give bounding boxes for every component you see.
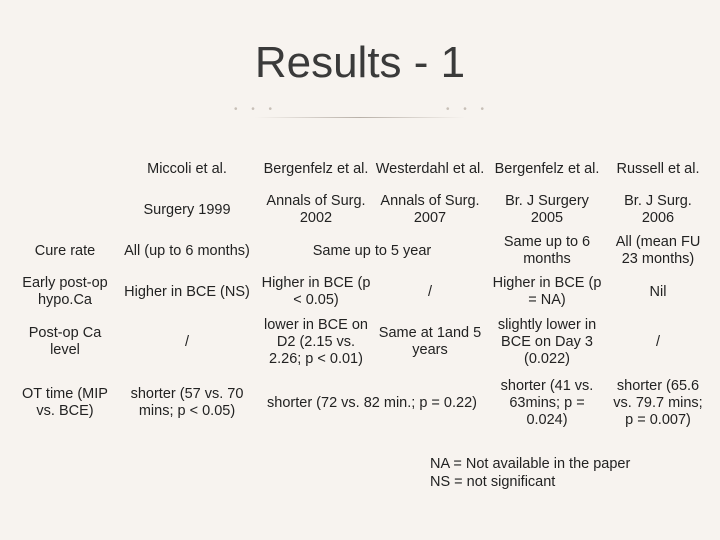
- table-row: Post-op Ca level / lower in BCE on D2 (2…: [14, 312, 708, 372]
- footnote-ns: NS = not significant: [430, 474, 556, 490]
- table-cell: Same up to 5 year: [312, 242, 432, 259]
- table-cell: slightly lower in BCE on Day 3 (0.022): [497, 316, 597, 367]
- table-cell: shorter (72 vs. 82 min.; p = 0.22): [267, 394, 477, 411]
- header-author: Bergenfelz et al.: [494, 160, 600, 177]
- footnote-na: NA = Not available in the paper: [430, 456, 631, 472]
- table-cell: Higher in BCE (p = NA): [492, 275, 602, 308]
- table-cell: shorter (65.6 vs. 79.7 mins; p = 0.007): [613, 377, 703, 428]
- table-row: Cure rate All (up to 6 months) Same up t…: [14, 230, 708, 272]
- header-source: Br. J Surg. 2006: [624, 193, 692, 226]
- header-source: Annals of Surg. 2007: [380, 193, 480, 226]
- header-source: Br. J Surgery 2005: [505, 193, 589, 226]
- header-source: Surgery 1999: [143, 201, 231, 218]
- header-empty: [14, 190, 116, 230]
- table-header-sources: Surgery 1999 Annals of Surg. 2002 Annals…: [14, 190, 708, 230]
- table-cell: Same up to 6 months: [503, 234, 591, 267]
- table-row: OT time (MIP vs. BCE) shorter (57 vs. 70…: [14, 372, 708, 434]
- table-cell: All (mean FU 23 months): [615, 234, 701, 267]
- title-divider: [255, 117, 465, 118]
- table-row: Early post-op hypo.Ca Higher in BCE (NS)…: [14, 272, 708, 312]
- table-cell: All (up to 6 months): [124, 242, 250, 259]
- table-cell: /: [655, 333, 661, 350]
- table-cell: Higher in BCE (p < 0.05): [261, 275, 371, 308]
- table-cell: shorter (41 vs. 63mins; p = 0.024): [500, 377, 594, 428]
- table-cell: Nil: [649, 283, 667, 300]
- slide-title: Results - 1: [254, 38, 466, 87]
- divider-ornament-left: • • •: [234, 104, 274, 115]
- table-header-authors: Miccoli et al. Bergenfelz et al. Westerd…: [14, 148, 708, 190]
- header-empty: [14, 148, 116, 190]
- header-author: Bergenfelz et al.: [263, 160, 369, 177]
- divider-ornament-right: • • •: [446, 104, 486, 115]
- table-cell: shorter (57 vs. 70 mins; p < 0.05): [130, 386, 244, 419]
- row-label: Cure rate: [34, 242, 96, 259]
- table-cell: /: [184, 333, 190, 350]
- header-author: Westerdahl et al.: [375, 160, 485, 177]
- results-table: Miccoli et al. Bergenfelz et al. Westerd…: [14, 148, 708, 434]
- header-source: Annals of Surg. 2002: [266, 193, 366, 226]
- table-cell: /: [427, 283, 433, 300]
- table-cell: lower in BCE on D2 (2.15 vs. 2.26; p < 0…: [264, 316, 368, 367]
- row-label: OT time (MIP vs. BCE): [22, 386, 108, 419]
- row-label: Early post-op hypo.Ca: [22, 275, 108, 308]
- row-label: Post-op Ca level: [28, 325, 102, 358]
- header-author: Miccoli et al.: [147, 160, 227, 177]
- header-author: Russell et al.: [616, 160, 700, 177]
- table-cell: Higher in BCE (NS): [124, 283, 250, 300]
- table-cell: Same at 1and 5 years: [378, 325, 482, 358]
- footnotes: NA = Not available in the paper NS = not…: [430, 455, 630, 491]
